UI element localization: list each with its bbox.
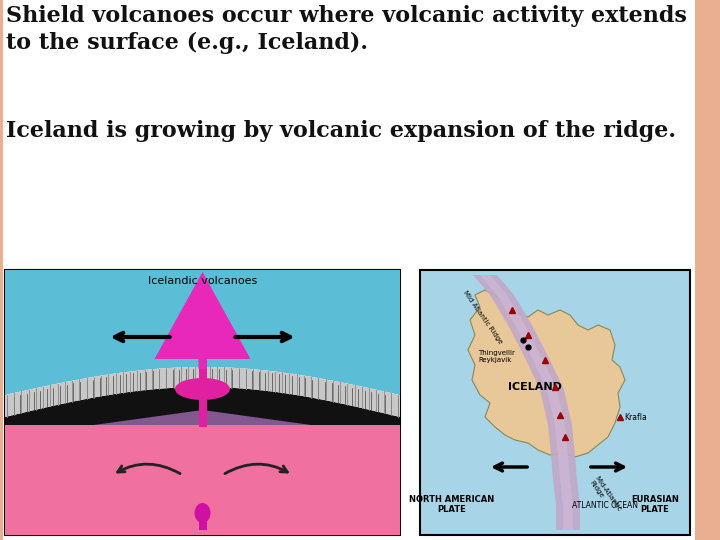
- Text: Shield volcanoes occur where volcanic activity extends
to the surface (e.g., Ice: Shield volcanoes occur where volcanic ac…: [6, 5, 687, 54]
- Text: Mid Atlantic Ridge: Mid Atlantic Ridge: [462, 290, 503, 346]
- Text: Krafla: Krafla: [624, 413, 647, 422]
- Bar: [0, 0, 3, 540]
- Polygon shape: [5, 387, 400, 425]
- Polygon shape: [5, 270, 400, 395]
- Text: ICELAND: ICELAND: [508, 382, 562, 392]
- Polygon shape: [155, 272, 251, 369]
- Bar: [199, 364, 207, 427]
- Bar: [695, 0, 720, 540]
- Bar: [5, 425, 400, 535]
- Polygon shape: [5, 367, 400, 417]
- Polygon shape: [468, 290, 625, 457]
- Bar: [199, 510, 207, 530]
- Text: Iceland is growing by volcanic expansion of the ridge.: Iceland is growing by volcanic expansion…: [6, 120, 676, 142]
- Text: Icelandic volcanoes: Icelandic volcanoes: [148, 276, 257, 286]
- Polygon shape: [94, 410, 311, 425]
- Bar: [199, 357, 207, 389]
- Ellipse shape: [175, 378, 230, 400]
- Text: Mid-Atlantic
Ridge: Mid-Atlantic Ridge: [588, 476, 623, 517]
- Text: Thingvellir
Reykjavik: Thingvellir Reykjavik: [478, 350, 515, 363]
- Text: EURASIAN
PLATE: EURASIAN PLATE: [631, 495, 679, 515]
- Text: NORTH AMERICAN
PLATE: NORTH AMERICAN PLATE: [410, 495, 495, 515]
- Polygon shape: [473, 275, 580, 530]
- Bar: [420, 270, 690, 535]
- Ellipse shape: [194, 503, 210, 523]
- Bar: [5, 270, 400, 535]
- Polygon shape: [480, 275, 573, 530]
- Text: ATLANTIC OCEAN: ATLANTIC OCEAN: [572, 501, 638, 510]
